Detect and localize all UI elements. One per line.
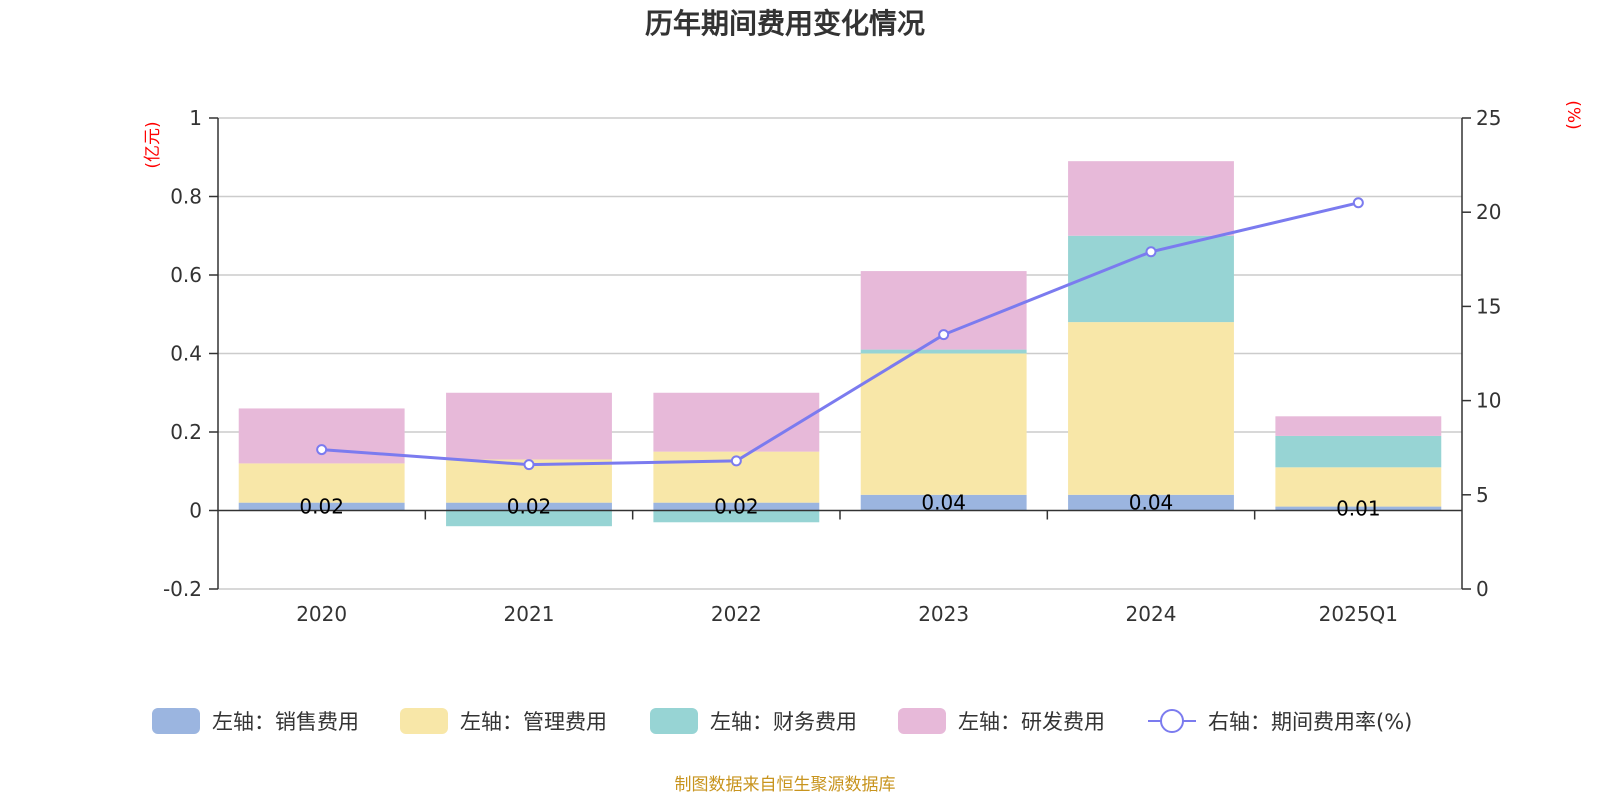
right-axis-tick-label: 20 xyxy=(1476,200,1501,224)
right-axis-tick-label: 0 xyxy=(1476,577,1489,601)
legend: 左轴：销售费用 左轴：管理费用 左轴：财务费用 左轴：研发费用 右轴：期间费用率(%) xyxy=(152,708,1412,734)
x-axis-tick-label: 2022 xyxy=(711,602,762,626)
data-label: 0.02 xyxy=(714,495,759,519)
left-axis-tick-label: 0 xyxy=(189,499,202,523)
left-axis-tick-label: 1 xyxy=(189,106,202,130)
data-label: 0.02 xyxy=(507,495,552,519)
legend-label-3: 左轴：财务费用 xyxy=(710,710,857,734)
data-label: 0.04 xyxy=(1129,491,1174,515)
line-series-group xyxy=(316,197,1364,471)
right-axis-unit: (%) xyxy=(1563,100,1583,129)
bar-segment-2 xyxy=(1068,322,1234,495)
line-point xyxy=(938,329,950,341)
legend-label-5: 右轴：期间费用率(%) xyxy=(1208,710,1412,734)
bar-segment-1 xyxy=(653,502,820,511)
source-note: 制图数据来自恒生聚源数据库 xyxy=(675,775,896,795)
bar-segment-4 xyxy=(1275,416,1442,436)
legend-label-1: 左轴：销售费用 xyxy=(212,710,359,734)
bar-segment-4 xyxy=(1068,161,1234,236)
axes-group: 1 0.8 0.6 0.4 0.2 0 -0.2 25 20 15 10 5 0 2020 2021 2022… xyxy=(163,106,1501,626)
x-axis-tick-label: 2025Q1 xyxy=(1319,602,1398,626)
bar-segment-1 xyxy=(1068,494,1234,511)
data-label: 0.01 xyxy=(1336,497,1381,521)
bar-segment-2 xyxy=(860,353,1027,495)
bar-segment-2 xyxy=(238,463,405,503)
left-axis-unit: (亿元) xyxy=(143,121,163,168)
bar-segment-3 xyxy=(860,349,1027,354)
right-axis-tick-label: 25 xyxy=(1476,106,1501,130)
x-axis-tick-label: 2020 xyxy=(296,602,347,626)
line-point xyxy=(1145,246,1157,258)
right-axis-tick-label: 10 xyxy=(1476,389,1501,413)
right-axis-tick-label: 15 xyxy=(1476,294,1501,318)
data-labels-group: 0.02 0.02 0.02 0.04 0.04 0.01 xyxy=(299,491,1380,521)
bar-segment-4 xyxy=(446,392,612,460)
bar-segment-4 xyxy=(653,392,820,452)
data-label: 0.04 xyxy=(921,491,966,515)
legend-label-2: 左轴：管理费用 xyxy=(460,710,607,734)
left-axis-tick-label: -0.2 xyxy=(163,577,202,601)
legend-swatch-2 xyxy=(400,708,448,734)
line-point xyxy=(316,444,328,456)
bar-segment-1 xyxy=(238,502,405,511)
bar-segment-3 xyxy=(446,510,612,527)
bar-segment-1 xyxy=(860,494,1027,511)
x-axis-tick-label: 2023 xyxy=(918,602,969,626)
data-label: 0.02 xyxy=(299,495,344,519)
bar-segment-3 xyxy=(1275,435,1442,468)
x-axis-tick-label: 2024 xyxy=(1126,602,1177,626)
bars-group xyxy=(238,161,1442,527)
line-point xyxy=(1352,197,1364,209)
grid-lines xyxy=(218,117,1462,590)
left-axis-tick-label: 0.8 xyxy=(170,185,202,209)
left-axis-tick-label: 0.6 xyxy=(170,263,202,287)
legend-label-4: 左轴：研发费用 xyxy=(958,710,1105,734)
bar-segment-2 xyxy=(1275,467,1442,507)
left-axis-tick-label: 0.4 xyxy=(170,342,202,366)
legend-swatch-3 xyxy=(650,708,698,734)
line-point xyxy=(523,459,535,471)
line-point xyxy=(730,455,742,467)
right-axis-tick-label: 5 xyxy=(1476,483,1489,507)
bar-segment-1 xyxy=(1275,506,1442,511)
bar-segment-1 xyxy=(446,502,612,511)
bar-segment-3 xyxy=(653,510,820,523)
x-axis-tick-label: 2021 xyxy=(504,602,555,626)
legend-swatch-1 xyxy=(152,708,200,734)
legend-line-marker xyxy=(1160,709,1184,733)
line-series xyxy=(321,201,1359,467)
chart-title: 历年期间费用变化情况 xyxy=(645,7,925,40)
legend-swatch-4 xyxy=(898,708,946,734)
left-axis-tick-label: 0.2 xyxy=(170,420,202,444)
